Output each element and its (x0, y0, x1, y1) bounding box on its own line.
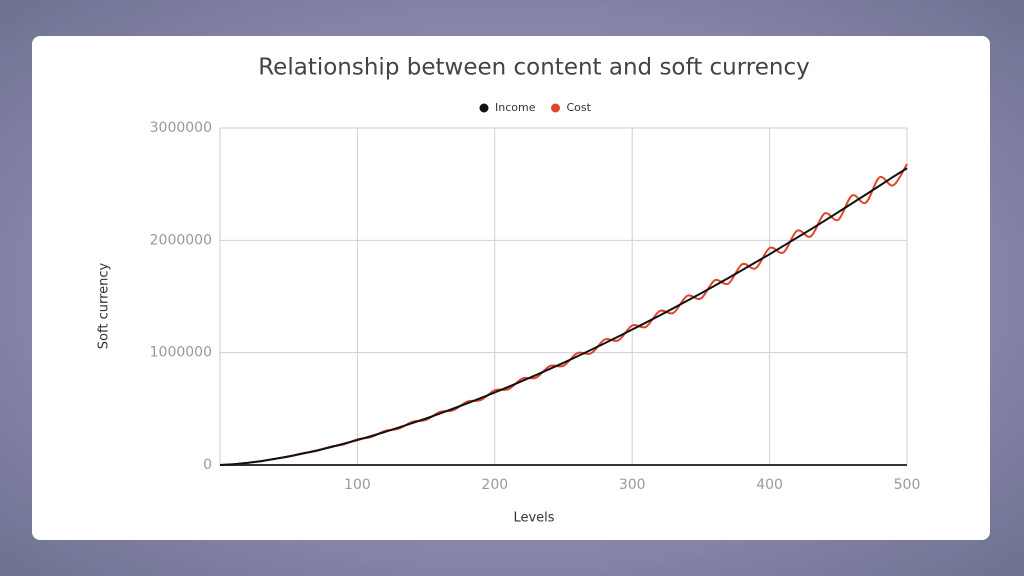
y-tick-label: 1000000 (150, 345, 212, 361)
chart-title: Relationship between content and soft cu… (258, 55, 810, 81)
legend-label: Cost (566, 101, 591, 114)
chart-card (32, 36, 990, 540)
y-tick-label: 2000000 (150, 232, 212, 248)
series-line (219, 167, 908, 466)
legend-marker (550, 103, 560, 113)
y-tick-label: 0 (203, 457, 212, 473)
x-tick-label: 100 (344, 477, 371, 493)
x-tick-label: 400 (756, 477, 783, 493)
legend-marker (479, 103, 489, 113)
series-line (219, 163, 908, 466)
y-tick-label: 3000000 (150, 120, 212, 136)
x-tick-label: 300 (619, 477, 646, 493)
x-tick-label: 500 (894, 477, 921, 493)
y-axis-label: Soft currency (97, 262, 112, 349)
legend-label: Income (495, 101, 536, 114)
x-axis-label: Levels (513, 511, 554, 526)
x-tick-label: 200 (481, 477, 508, 493)
